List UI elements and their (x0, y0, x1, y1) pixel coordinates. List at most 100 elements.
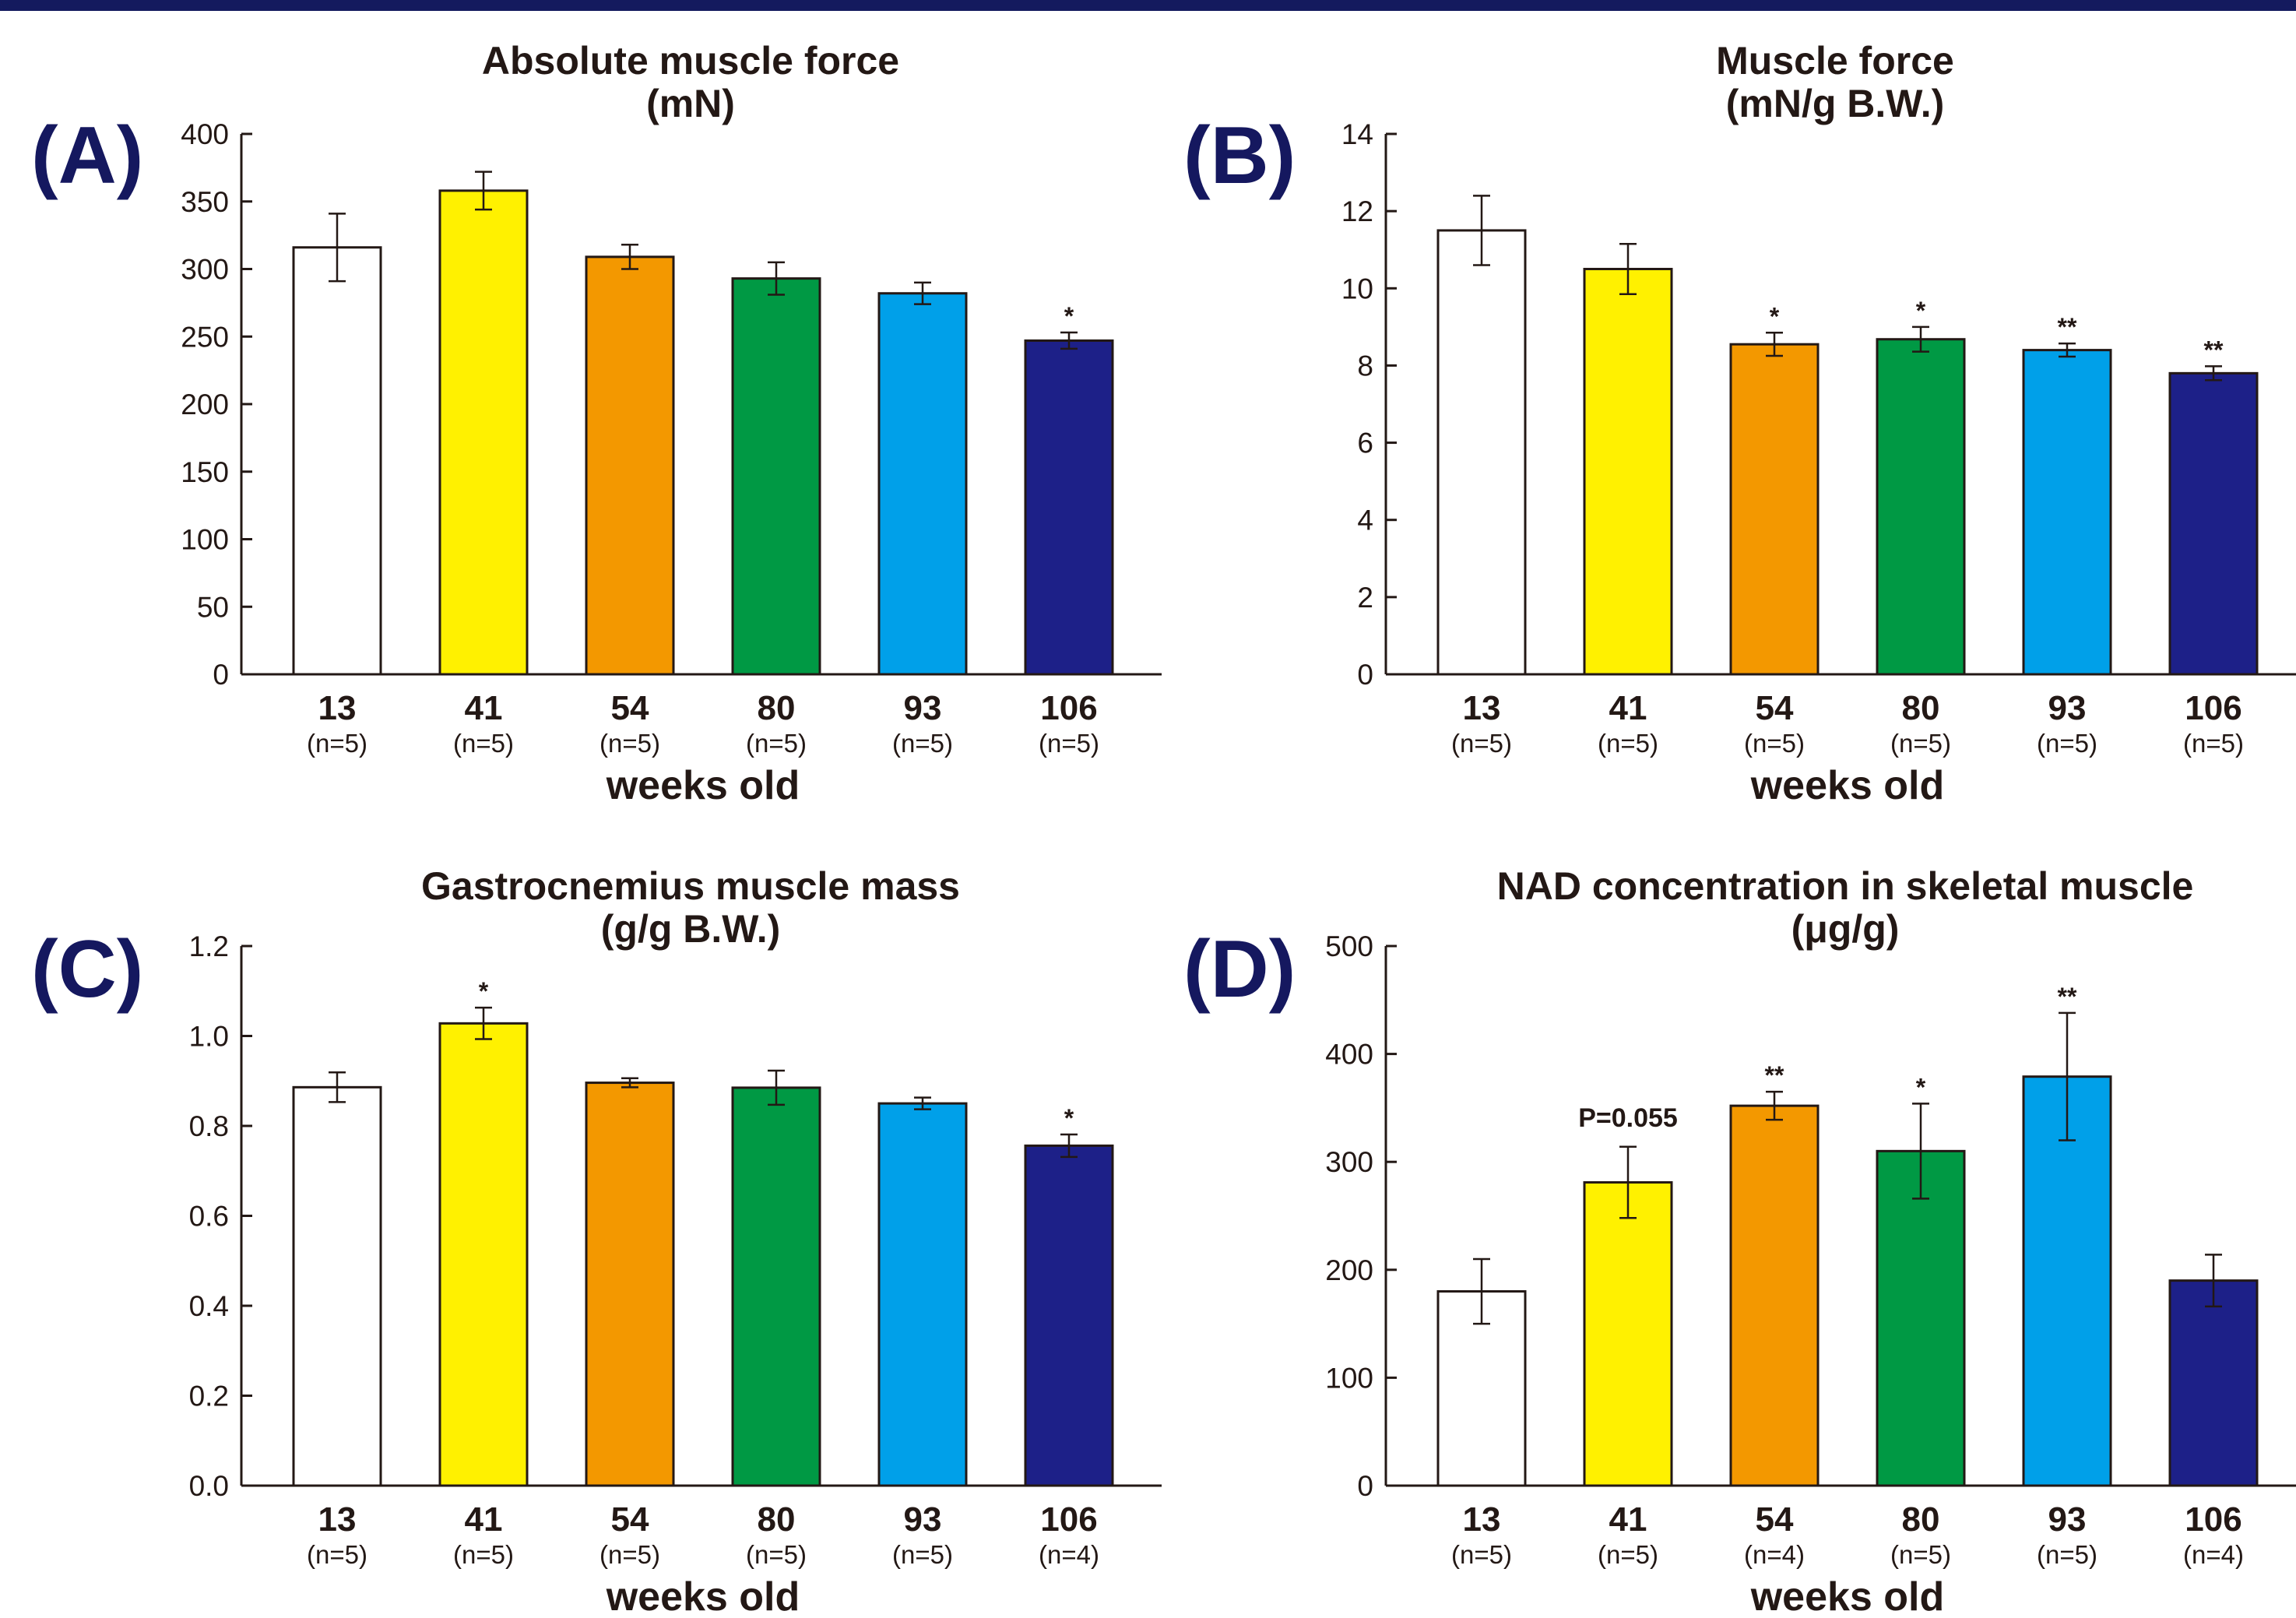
panel-c-n-label-41: (n=5) (453, 1540, 514, 1569)
panel-a-bar-54 (585, 255, 675, 676)
panel-c-n-label-80: (n=5) (746, 1540, 807, 1569)
panel-a-title-line-2: (mN) (646, 82, 735, 125)
panel-d-n-label-80: (n=5) (1890, 1540, 1951, 1569)
panel-a-n-label-106: (n=5) (1039, 729, 1099, 758)
panel-a-n-label-93: (n=5) (892, 729, 953, 758)
panel-a-category-label-80: 80 (758, 689, 796, 727)
panel-d-category-label-13: 13 (1463, 1500, 1501, 1539)
top-border-bar (0, 0, 2296, 11)
panel-d-category-label-54: 54 (1756, 1500, 1794, 1539)
panel-b-category-label-106: 106 (2185, 689, 2242, 727)
panel-c-bar-106 (1024, 1144, 1114, 1487)
panel-b-title-line-1: Muscle force (1716, 39, 1954, 83)
panel-c-y-tick-label: 1.2 (189, 930, 229, 962)
panel-a-n-label-80: (n=5) (746, 729, 807, 758)
panel-b-n-label-93: (n=5) (2037, 729, 2097, 758)
panel-a-letter: (A) (31, 111, 143, 201)
panel-c-bar-80 (731, 1086, 821, 1487)
panel-b-bar-80 (1876, 338, 1966, 676)
panel-b-y-tick-label: 4 (1357, 505, 1373, 536)
panel-a-y-tick-label: 300 (181, 254, 229, 286)
panel-d-y-tick-label: 300 (1325, 1146, 1373, 1178)
panel-b-title-line-2: (mN/g B.W.) (1726, 82, 1945, 125)
panel-a-category-label-106: 106 (1040, 689, 1097, 727)
panel-b-category-label-54: 54 (1756, 689, 1794, 727)
panel-d-y-tick-label: 500 (1325, 930, 1373, 962)
panel-d-annotation-41: P=0.055 (1578, 1103, 1678, 1133)
panel-d-n-label-13: (n=5) (1451, 1540, 1512, 1569)
panel-b-y-tick-label: 14 (1341, 118, 1373, 150)
panel-c-category-label-93: 93 (904, 1500, 942, 1539)
panel-a-n-label-54: (n=5) (599, 729, 660, 758)
panel-a-y-tick-label: 250 (181, 321, 229, 353)
panel-b-bar-41 (1583, 268, 1673, 676)
panel-b-y-tick-label: 6 (1357, 427, 1373, 459)
panel-c-category-label-80: 80 (758, 1500, 796, 1539)
panel-a-category-label-54: 54 (611, 689, 649, 727)
panel-c-bar-13 (292, 1085, 382, 1487)
panel-d-y-tick-label: 100 (1325, 1362, 1373, 1394)
panel-c-bar-93 (877, 1102, 968, 1487)
panel-d-y-tick-label: 0 (1357, 1470, 1373, 1502)
panel-a-y-tick-label: 150 (181, 456, 229, 488)
panel-d-x-axis-label: weeks old (1750, 1574, 1945, 1618)
panel-a-n-label-13: (n=5) (307, 729, 367, 758)
panel-a-n-label-41: (n=5) (453, 729, 514, 758)
panel-b-y-tick-label: 12 (1341, 195, 1373, 227)
panel-c-y-tick-label: 0.6 (189, 1201, 229, 1233)
panel-c-y-tick-label: 0.4 (189, 1290, 229, 1322)
panel-d-y-tick-label: 400 (1325, 1039, 1373, 1071)
panel-b-y-tick-label: 2 (1357, 582, 1373, 614)
panel-a-y-tick-label: 0 (213, 659, 229, 691)
panel-d-annotation-80: * (1916, 1073, 1926, 1101)
panel-b-bar-93 (2022, 349, 2112, 676)
panel-a-y-tick-label: 50 (197, 591, 229, 623)
panel-d-title-line-1: NAD concentration in skeletal muscle (1497, 864, 2194, 908)
panel-c-y-tick-label: 0.8 (189, 1110, 229, 1142)
panel-b-annotation-93: ** (2058, 313, 2077, 341)
panel-b-n-label-54: (n=5) (1744, 729, 1805, 758)
panel-c-x-axis-label: weeks old (606, 1574, 800, 1618)
panel-b-y-tick-label: 8 (1357, 350, 1373, 382)
panel-b-category-label-13: 13 (1463, 689, 1501, 727)
panel-a-category-label-41: 41 (465, 689, 503, 727)
panel-b-annotation-80: * (1916, 297, 1926, 325)
panel-b-x-axis-label: weeks old (1750, 763, 1945, 808)
panel-a-x-axis-label: weeks old (606, 763, 800, 808)
panel-c-annotation-106: * (1064, 1104, 1074, 1132)
panel-a-annotation-106: * (1064, 302, 1074, 330)
panel-d-annotation-54: ** (1765, 1061, 1784, 1089)
panel-c-n-label-106: (n=4) (1039, 1540, 1099, 1569)
panel-b-y-tick-label: 0 (1357, 659, 1373, 691)
panel-c-title-line-2: (g/g B.W.) (601, 907, 781, 951)
panel-d-category-label-93: 93 (2048, 1500, 2087, 1539)
panel-b-annotation-106: ** (2204, 336, 2224, 364)
panel-d-category-label-41: 41 (1609, 1500, 1647, 1539)
panel-b-annotation-54: * (1770, 302, 1780, 330)
panel-b-bar-106 (2168, 371, 2259, 676)
panel-b-bar-13 (1436, 229, 1527, 676)
panel-d-category-label-80: 80 (1902, 1500, 1940, 1539)
panel-c-letter: (C) (31, 924, 143, 1015)
panel-c-category-label-106: 106 (1040, 1500, 1097, 1539)
panel-c-bar-41 (438, 1022, 529, 1487)
panel-a-bar-106 (1024, 339, 1114, 676)
panel-d-bar-54 (1729, 1104, 1820, 1487)
panel-c-bar-54 (585, 1082, 675, 1487)
panel-c-category-label-54: 54 (611, 1500, 649, 1539)
panel-b-bar-54 (1729, 343, 1820, 676)
panel-a-bar-13 (292, 246, 382, 676)
panel-d-bar-93 (2022, 1075, 2112, 1487)
panel-d-category-label-106: 106 (2185, 1500, 2242, 1539)
panel-a-y-tick-label: 350 (181, 186, 229, 218)
panel-b-n-label-13: (n=5) (1451, 729, 1512, 758)
panel-a-y-tick-label: 400 (181, 118, 229, 150)
panel-d-annotation-93: ** (2058, 983, 2077, 1011)
panel-d-n-label-93: (n=5) (2037, 1540, 2097, 1569)
panel-a-category-label-13: 13 (318, 689, 357, 727)
panel-c-category-label-41: 41 (465, 1500, 503, 1539)
panel-c-n-label-13: (n=5) (307, 1540, 367, 1569)
panel-b-n-label-106: (n=5) (2183, 729, 2244, 758)
panel-c-n-label-54: (n=5) (599, 1540, 660, 1569)
